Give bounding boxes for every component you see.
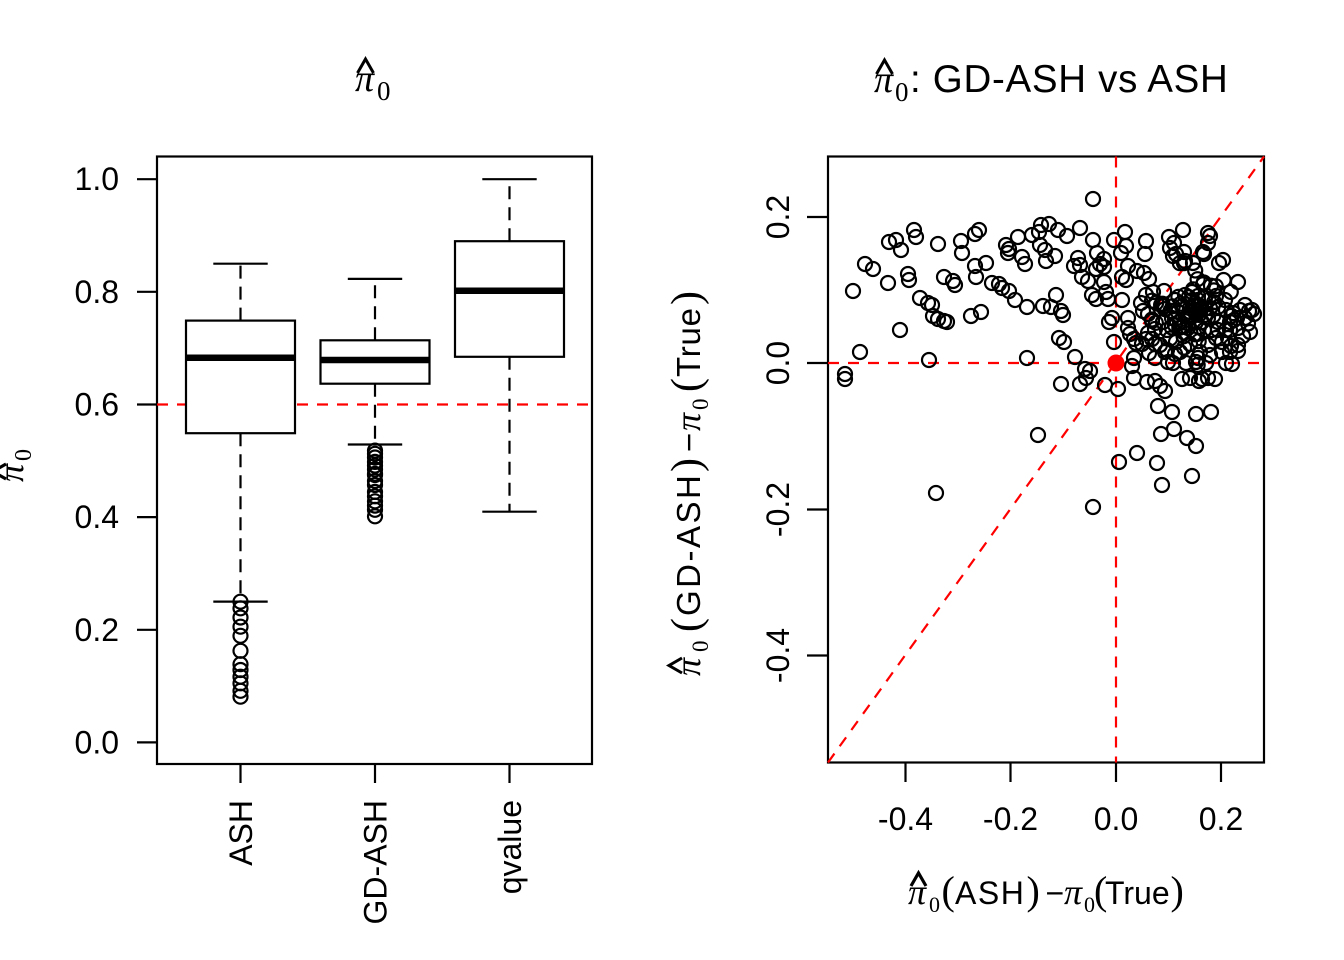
svg-text:ASH: ASH bbox=[223, 800, 259, 866]
svg-text:0.0: 0.0 bbox=[1094, 801, 1138, 837]
svg-text:0.2: 0.2 bbox=[75, 612, 119, 648]
svg-text:-0.4: -0.4 bbox=[760, 628, 796, 683]
svg-text:(: ( bbox=[942, 868, 955, 913]
svg-text:(: ( bbox=[664, 618, 710, 632]
svg-text:π: π bbox=[668, 412, 708, 431]
svg-text:0: 0 bbox=[929, 892, 940, 917]
svg-text:π: π bbox=[1064, 872, 1083, 912]
svg-text:0: 0 bbox=[1084, 892, 1095, 917]
svg-text:GD-ASH: GD-ASH bbox=[358, 800, 394, 924]
svg-text:): ) bbox=[1171, 868, 1184, 913]
svg-text:(: ( bbox=[664, 378, 710, 392]
svg-text:π: π bbox=[0, 463, 31, 482]
svg-text:0.8: 0.8 bbox=[75, 274, 119, 310]
svg-text:True: True bbox=[670, 307, 707, 377]
svg-text:0: 0 bbox=[688, 399, 713, 411]
svg-text:-0.4: -0.4 bbox=[878, 801, 933, 837]
svg-text:π: π bbox=[668, 657, 708, 676]
svg-text:): ) bbox=[664, 458, 710, 472]
svg-text:): ) bbox=[664, 291, 710, 305]
svg-text:): ) bbox=[1027, 868, 1040, 913]
svg-text:True: True bbox=[1105, 875, 1170, 911]
svg-text:0.4: 0.4 bbox=[75, 499, 119, 535]
svg-text:0.0: 0.0 bbox=[75, 724, 119, 760]
svg-text:0.2: 0.2 bbox=[1199, 801, 1243, 837]
svg-text:0: 0 bbox=[688, 641, 713, 653]
svg-text:-0.2: -0.2 bbox=[760, 482, 796, 537]
svg-text:0.0: 0.0 bbox=[760, 341, 796, 385]
svg-text:π: π bbox=[874, 59, 894, 101]
svg-text:ASH: ASH bbox=[955, 875, 1025, 911]
svg-text:GD-ASH: GD-ASH bbox=[670, 473, 707, 616]
svg-text:−: − bbox=[670, 433, 707, 452]
svg-text:1.0: 1.0 bbox=[75, 161, 119, 197]
svg-text:0.2: 0.2 bbox=[760, 195, 796, 239]
svg-text:-0.2: -0.2 bbox=[983, 801, 1038, 837]
svg-text:(: ( bbox=[1094, 868, 1107, 913]
svg-text:qvalue: qvalue bbox=[492, 800, 528, 894]
svg-text:: GD-ASH vs ASH: : GD-ASH vs ASH bbox=[910, 58, 1229, 101]
svg-text:π: π bbox=[908, 872, 927, 912]
svg-text:0.6: 0.6 bbox=[75, 387, 119, 423]
svg-text:0: 0 bbox=[11, 449, 37, 461]
svg-text:0: 0 bbox=[895, 77, 909, 107]
svg-text:0: 0 bbox=[377, 76, 391, 106]
svg-text:−: − bbox=[1046, 875, 1065, 911]
svg-text:π: π bbox=[355, 58, 375, 100]
